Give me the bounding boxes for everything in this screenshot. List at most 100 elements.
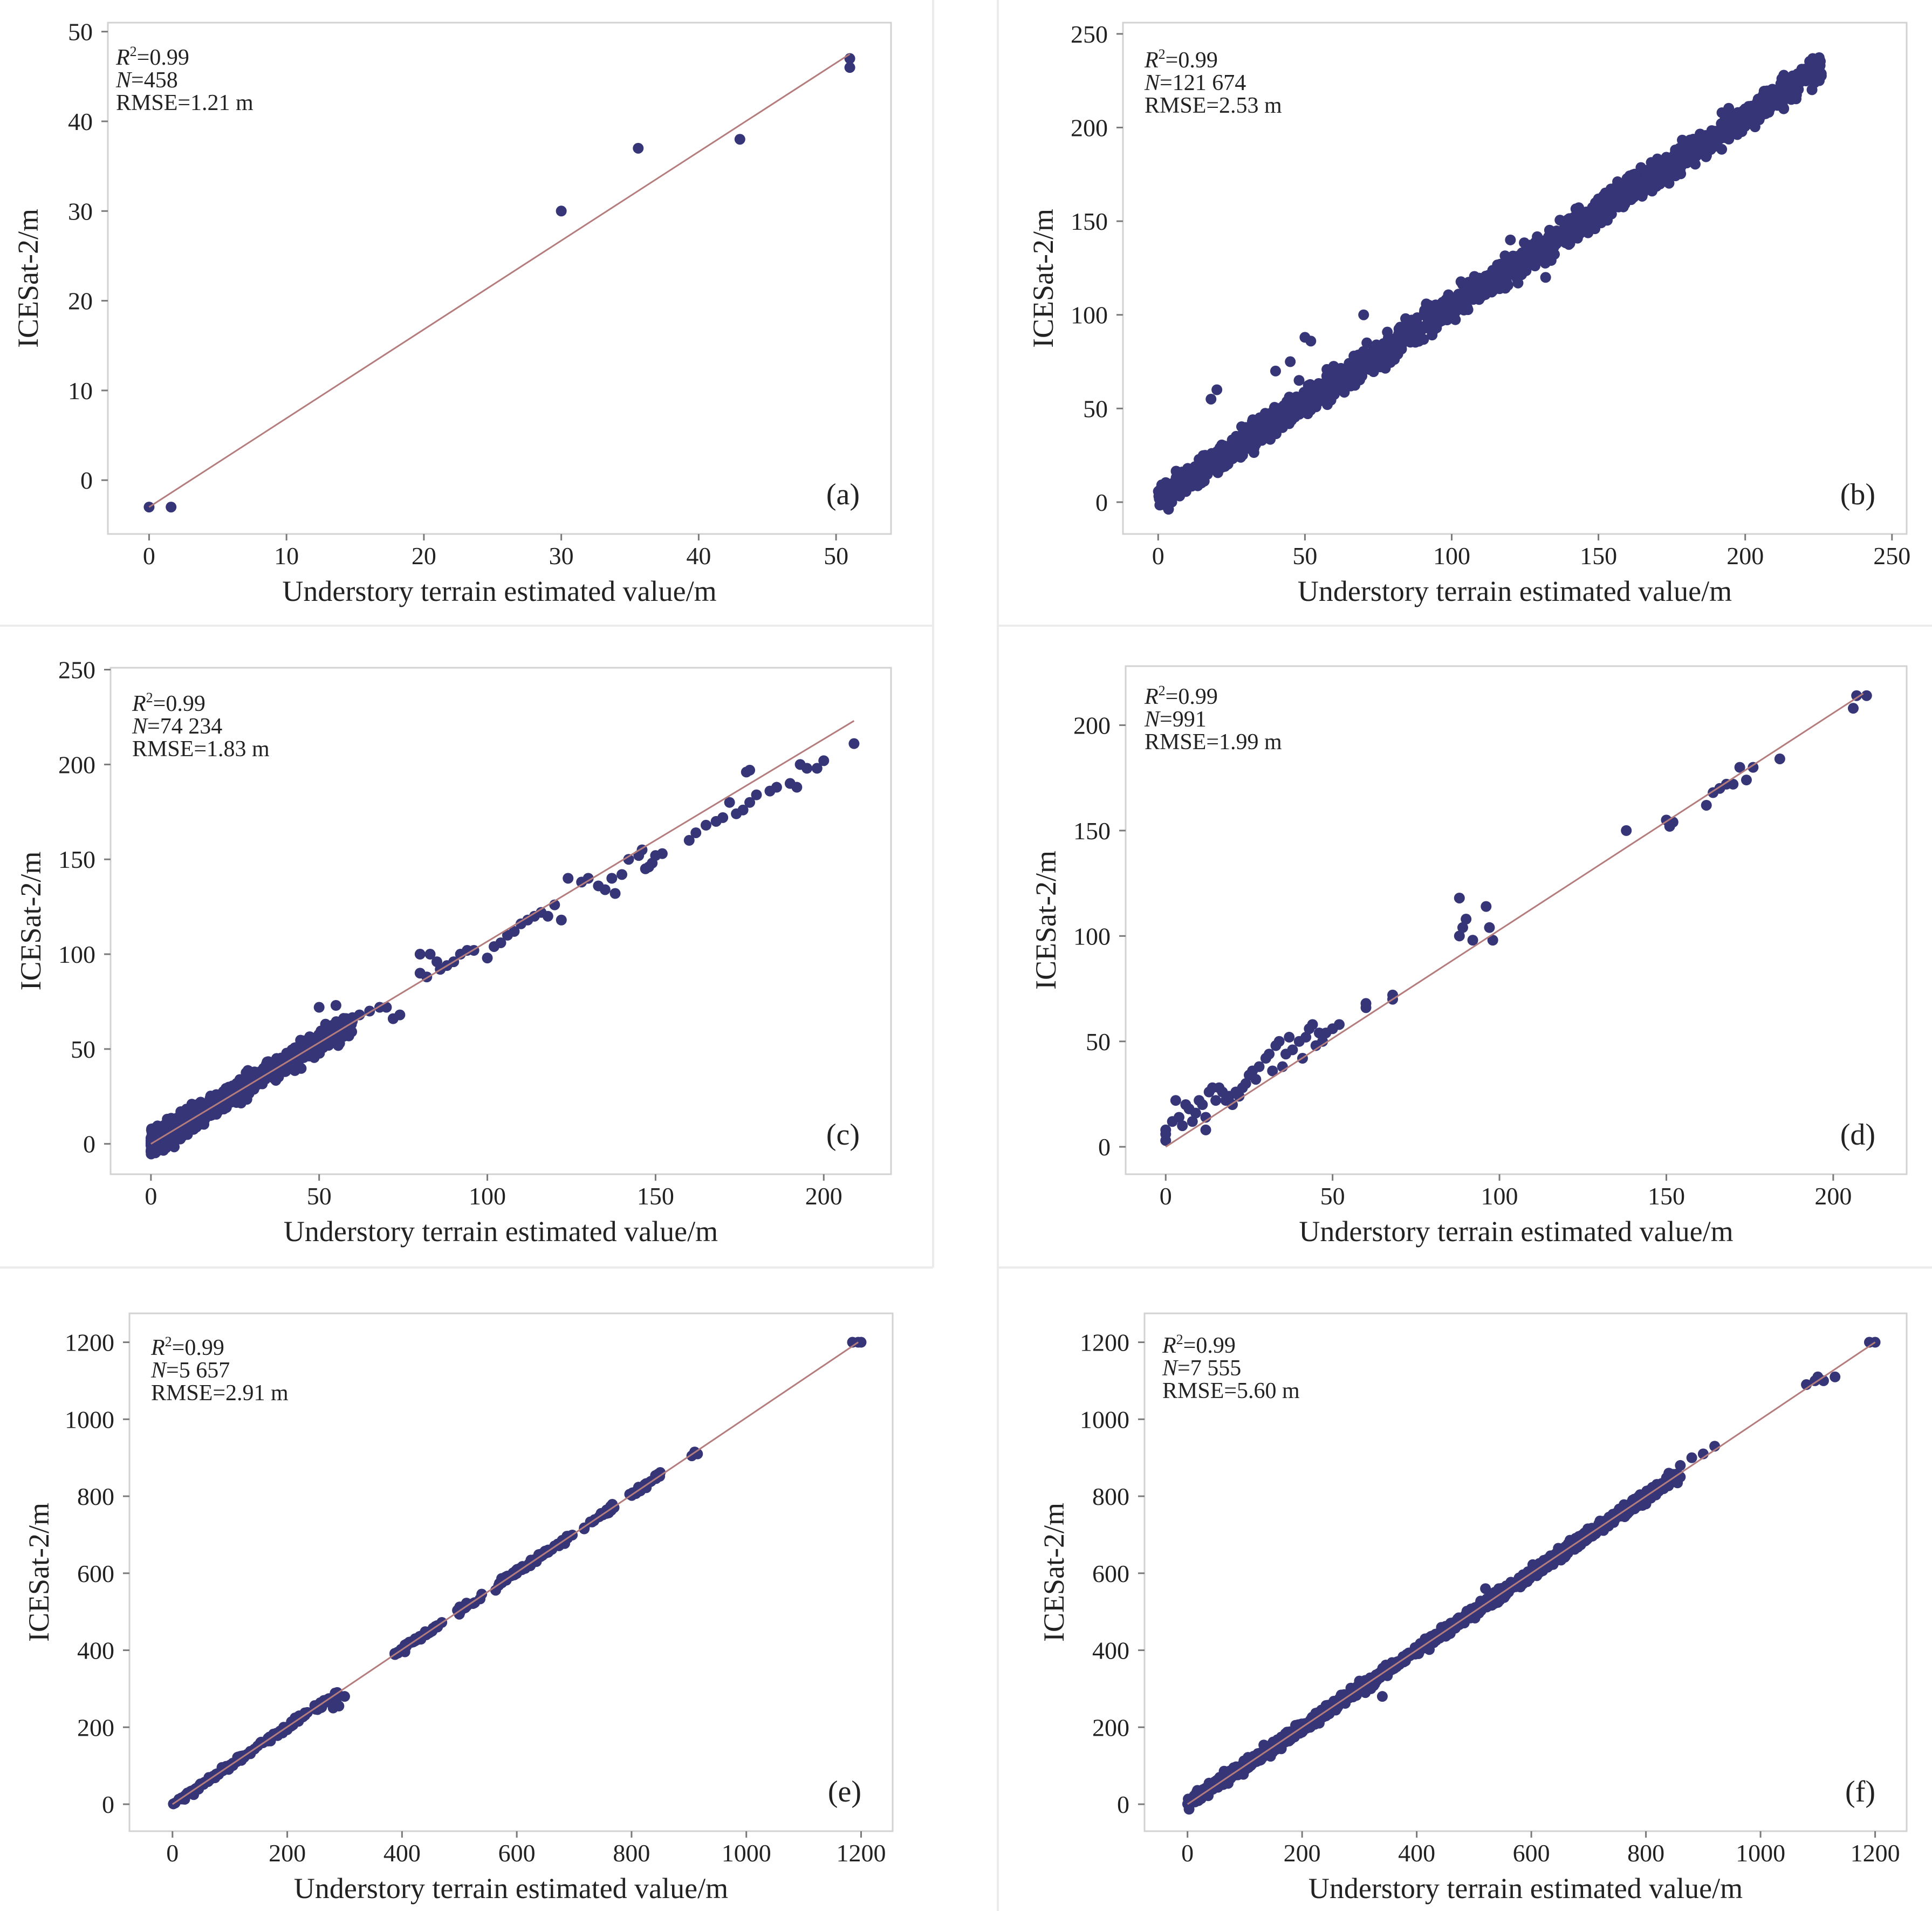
plot-frame (107, 22, 892, 535)
scatter-point (1663, 1468, 1675, 1479)
scatter-point (1174, 1112, 1185, 1123)
scatter-point (1481, 901, 1492, 912)
x-tick-label: 800 (1627, 1839, 1664, 1867)
scatter-point (394, 1009, 406, 1020)
scatter-point (315, 1039, 326, 1051)
x-tick-label: 600 (1513, 1839, 1550, 1867)
plot-frame (109, 667, 892, 1175)
x-tick-label: 100 (1433, 542, 1470, 570)
stat-n: N=7 555 (1162, 1356, 1241, 1381)
scatter-point (1430, 302, 1441, 313)
scatter-point (1703, 141, 1715, 153)
x-tick-label: 200 (1727, 542, 1764, 570)
scatter-point (1830, 1371, 1841, 1382)
scatter-point (1739, 103, 1751, 114)
plot-frame (1122, 22, 1908, 535)
x-axis-label: Understory terrain estimated value/m (282, 575, 716, 607)
stat-n-symbol: N (1144, 707, 1161, 732)
x-tick-label: 200 (805, 1182, 842, 1210)
scatter-point (1454, 892, 1465, 903)
scatter-point (381, 1002, 392, 1013)
scatter-point (1167, 478, 1178, 489)
scatter-point (424, 949, 436, 960)
x-tick-label: 150 (637, 1182, 674, 1210)
scatter-point (1748, 762, 1759, 773)
scatter-point (535, 1549, 546, 1560)
scatter-point (333, 1701, 345, 1712)
scatter-point (700, 819, 711, 831)
scatter-point (1475, 1600, 1486, 1611)
scatter-point (1382, 326, 1393, 338)
scatter-point (1516, 254, 1527, 265)
x-axis-label: Understory terrain estimated value/m (294, 1872, 728, 1905)
scatter-point (1370, 353, 1381, 365)
stat-r2-sup: 2 (1159, 46, 1166, 62)
scatter-point (1190, 1107, 1201, 1119)
scatter-point (855, 1337, 867, 1348)
scatter-point (1689, 159, 1701, 170)
scatter-point (1260, 1748, 1271, 1759)
y-tick-label: 0 (1098, 1133, 1111, 1161)
scatter-point (683, 835, 695, 846)
scatter-point (334, 1038, 345, 1049)
scatter-point (1273, 1036, 1285, 1047)
fit-line (150, 720, 855, 1145)
scatter-point (414, 949, 426, 960)
scatter-point (1489, 272, 1500, 284)
x-tick-label: 20 (412, 542, 436, 570)
scatter-point (724, 797, 735, 808)
scatter-point (1628, 183, 1640, 194)
scatter-point (1582, 207, 1594, 218)
y-tick-label: 50 (1083, 395, 1108, 422)
y-tick-label: 100 (58, 941, 95, 968)
scatter-point (1369, 341, 1381, 353)
x-tick-label: 400 (1398, 1839, 1435, 1867)
scatter-point (606, 873, 618, 884)
x-tick-label: 150 (1580, 542, 1617, 570)
x-axis-label: Understory terrain estimated value/m (1299, 1215, 1733, 1248)
scatter-point (1314, 1707, 1326, 1718)
scatter-point (1242, 443, 1253, 454)
y-tick-label: 0 (102, 1791, 114, 1818)
scatter-point (1636, 190, 1648, 202)
scatter-point (583, 873, 594, 884)
scatter-point (801, 763, 813, 774)
stat-rmse: RMSE=1.83 m (132, 737, 270, 762)
scatter-point (1508, 264, 1519, 276)
scatter-point (1716, 143, 1728, 155)
scatter-point (556, 206, 567, 217)
x-tick-label: 800 (613, 1839, 650, 1867)
scatter-point (1358, 309, 1369, 320)
scatter-point (1163, 487, 1175, 498)
scatter-point (1723, 133, 1735, 145)
y-tick-label: 50 (1086, 1028, 1111, 1056)
scatter-point (1688, 142, 1699, 154)
scatter-point (1640, 1498, 1652, 1510)
stat-n-symbol: N (150, 1358, 167, 1383)
y-tick-label: 1000 (65, 1406, 114, 1433)
y-tick-label: 0 (1095, 489, 1108, 516)
scatter-point (1597, 202, 1608, 213)
scatter-point (460, 1599, 471, 1610)
scatter-point (1170, 1095, 1181, 1106)
x-axis-label: Understory terrain estimated value/m (1298, 575, 1732, 607)
panel-label: (f) (1845, 1775, 1875, 1809)
scatter-point (1160, 1124, 1171, 1135)
scatter-point (1455, 276, 1467, 287)
scatter-point (1618, 1509, 1629, 1520)
scatter-point (1560, 232, 1572, 243)
scatter-point (734, 134, 745, 145)
stat-r2-sup: 2 (1176, 1332, 1183, 1347)
scatter-point (1492, 259, 1503, 271)
scatter-points (143, 53, 855, 513)
scatter-points (1153, 52, 1827, 515)
scatter-point (241, 1094, 252, 1105)
scatter-point (744, 764, 756, 776)
scatter-point (330, 1000, 341, 1011)
y-tick-label: 200 (1071, 114, 1108, 141)
stat-n-symbol: N (1144, 71, 1161, 95)
scatter-point (1310, 401, 1321, 413)
scatter-point (599, 884, 611, 895)
scatter-point (221, 1086, 232, 1097)
